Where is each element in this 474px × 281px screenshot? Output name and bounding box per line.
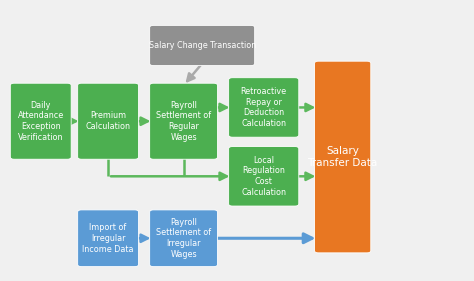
Text: Import of
Irregular
Income Data: Import of Irregular Income Data xyxy=(82,223,134,253)
FancyBboxPatch shape xyxy=(228,147,299,206)
Text: Daily
Attendance
Exception
Verification: Daily Attendance Exception Verification xyxy=(18,101,64,142)
FancyBboxPatch shape xyxy=(10,83,71,159)
Text: Premium
Calculation: Premium Calculation xyxy=(86,111,131,131)
FancyBboxPatch shape xyxy=(228,78,299,137)
Text: Local
Regulation
Cost
Calculation: Local Regulation Cost Calculation xyxy=(241,156,286,197)
FancyBboxPatch shape xyxy=(150,25,255,65)
Text: Salary
Transfer Data: Salary Transfer Data xyxy=(308,146,378,168)
FancyBboxPatch shape xyxy=(150,210,218,267)
FancyBboxPatch shape xyxy=(150,83,218,159)
FancyBboxPatch shape xyxy=(78,210,138,267)
FancyBboxPatch shape xyxy=(315,61,371,253)
Text: Salary Change Transaction: Salary Change Transaction xyxy=(148,41,256,50)
FancyBboxPatch shape xyxy=(78,83,138,159)
Text: Payroll
Settlement of
Regular
Wages: Payroll Settlement of Regular Wages xyxy=(156,101,211,142)
Text: Retroactive
Repay or
Deduction
Calculation: Retroactive Repay or Deduction Calculati… xyxy=(241,87,287,128)
Text: Payroll
Settlement of
Irregular
Wages: Payroll Settlement of Irregular Wages xyxy=(156,218,211,259)
